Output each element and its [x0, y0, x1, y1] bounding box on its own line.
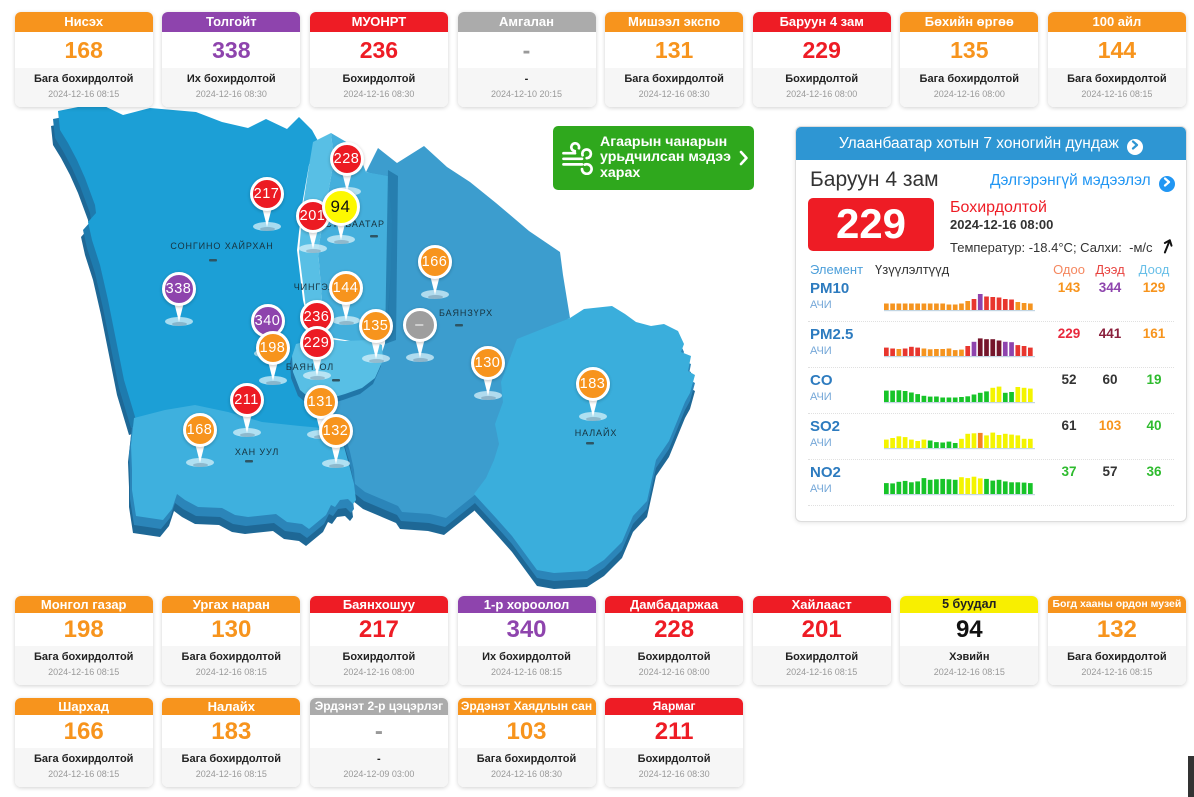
- svg-text:ХАН УУЛ: ХАН УУЛ: [235, 447, 279, 457]
- svg-text:БАЯНЗҮРХ: БАЯНЗҮРХ: [439, 308, 493, 318]
- svg-text:БАЯНГОЛ: БАЯНГОЛ: [286, 362, 334, 372]
- svg-text:СҮХБААТАР: СҮХБААТАР: [325, 219, 385, 229]
- svg-text:ЧИНГЭЛТЭЙ: ЧИНГЭЛТЭЙ: [294, 281, 356, 292]
- svg-text:СОНГИНО ХАЙРХАН: СОНГИНО ХАЙРХАН: [170, 240, 273, 251]
- svg-text:НАЛАЙХ: НАЛАЙХ: [575, 427, 617, 438]
